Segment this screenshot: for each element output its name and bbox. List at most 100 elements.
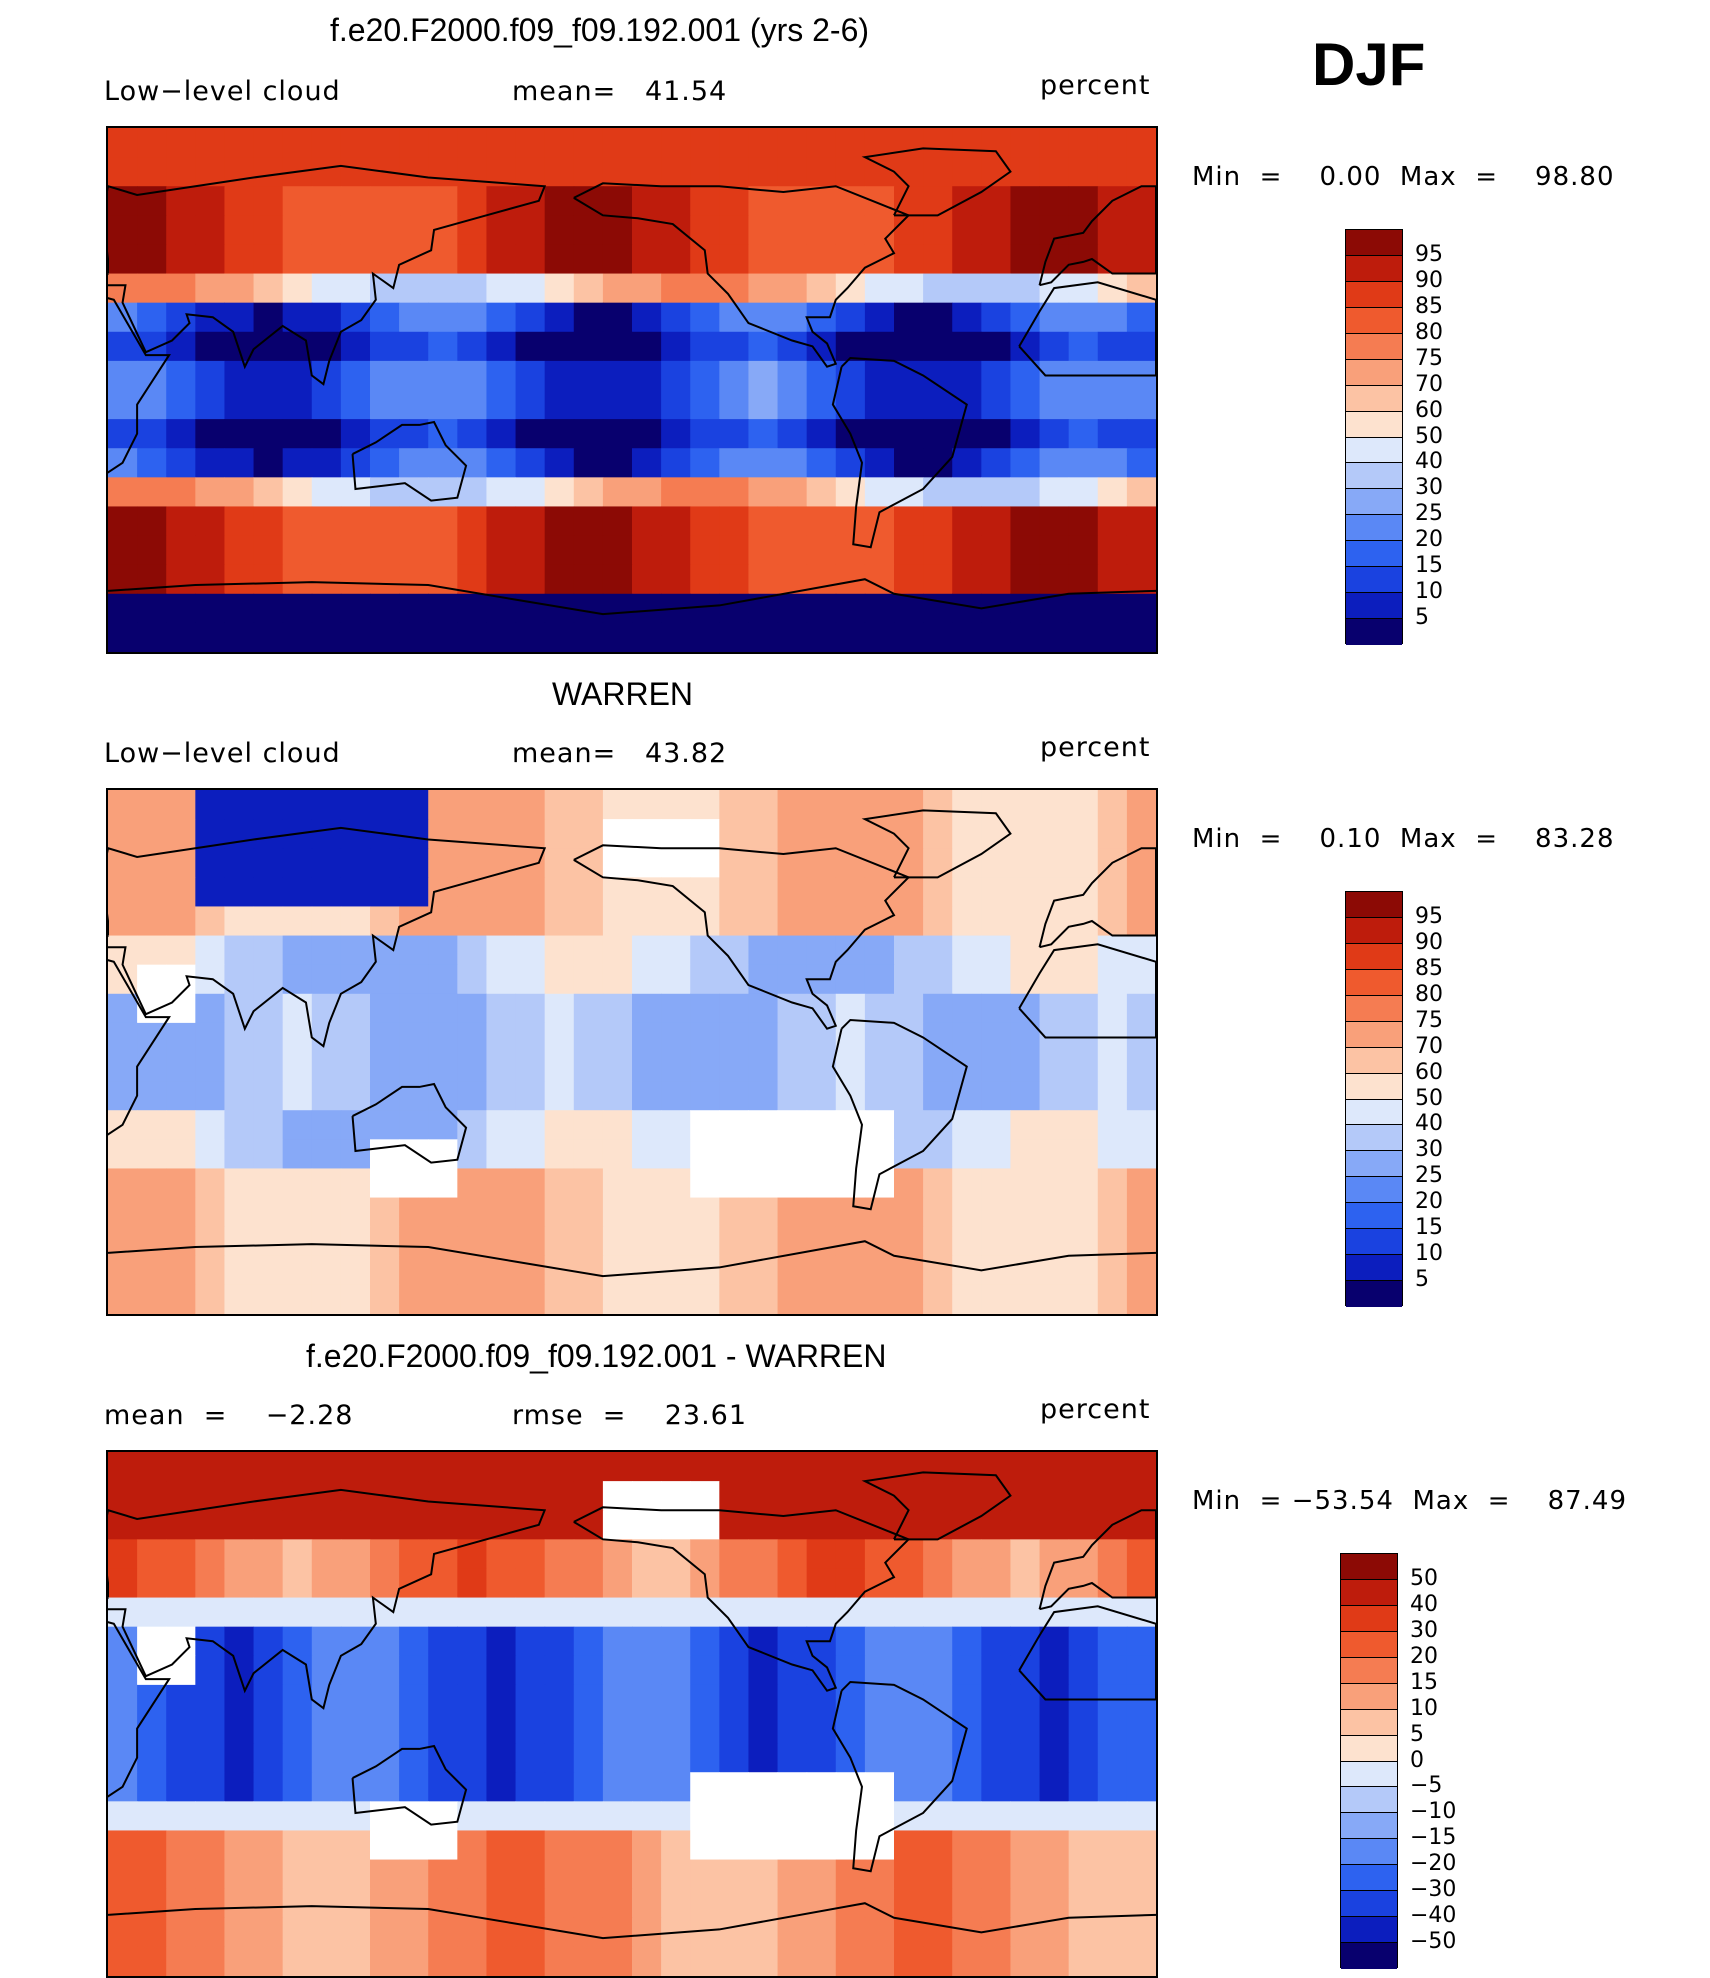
colorbar-swatch — [1346, 1073, 1402, 1100]
colorbar-swatch — [1346, 1151, 1402, 1178]
colorbar-tick-label: −10 — [1410, 1799, 1457, 1825]
colorbar-swatch — [1346, 463, 1402, 490]
colorbar-swatch — [1346, 1047, 1402, 1074]
colorbar-swatch — [1346, 281, 1402, 308]
colorbar-swatch — [1346, 1177, 1402, 1204]
colorbar-tick-label: −50 — [1410, 1929, 1457, 1955]
colorbar-tick-label: 25 — [1415, 501, 1443, 527]
colorbar-swatch — [1341, 1839, 1397, 1866]
colorbar-tick-label: −5 — [1410, 1773, 1443, 1799]
colorbar-tick-label: 40 — [1410, 1591, 1438, 1617]
colorbar-swatch — [1346, 969, 1402, 996]
colorbar-swatch — [1341, 1709, 1397, 1736]
colorbar-swatch — [1346, 1281, 1402, 1307]
colorbar-swatch — [1346, 943, 1402, 970]
colorbar-tick-label: 85 — [1415, 955, 1443, 981]
colorbar-tick-label: 50 — [1415, 1085, 1443, 1111]
map-field — [108, 128, 1156, 652]
colorbar-tick-label: 40 — [1415, 1111, 1443, 1137]
colorbar-tick-label: 25 — [1415, 1163, 1443, 1189]
colorbar-swatch — [1346, 1203, 1402, 1230]
panel1-colorbar — [1345, 229, 1403, 645]
colorbar-tick-label: 10 — [1415, 579, 1443, 605]
colorbar-tick-label: 20 — [1410, 1643, 1438, 1669]
panel2-map — [106, 788, 1158, 1316]
colorbar-swatch — [1346, 1021, 1402, 1048]
colorbar-swatch — [1346, 411, 1402, 438]
colorbar-swatch — [1346, 359, 1402, 386]
panel1-title: f.e20.F2000.f09_f09.192.001 (yrs 2-6) — [330, 12, 870, 48]
colorbar-tick-label: 50 — [1410, 1565, 1438, 1591]
colorbar-swatch — [1346, 1255, 1402, 1282]
colorbar-tick-label: 70 — [1415, 371, 1443, 397]
coastline — [108, 959, 171, 1136]
colorbar-swatch — [1346, 1099, 1402, 1126]
colorbar-tick-label: 10 — [1410, 1695, 1438, 1721]
colorbar-swatch — [1341, 1865, 1397, 1892]
colorbar-tick-label: 15 — [1410, 1669, 1438, 1695]
coastline — [1018, 1605, 1156, 1701]
colorbar-swatch — [1346, 437, 1402, 464]
colorbar-tick-label: 75 — [1415, 345, 1443, 371]
coastline — [573, 182, 911, 368]
colorbar-tick-label: 10 — [1415, 1241, 1443, 1267]
coastline — [1038, 847, 1156, 949]
colorbar-tick-label: 80 — [1415, 981, 1443, 1007]
colorbar-swatch — [1346, 515, 1402, 542]
colorbar-tick-label: 0 — [1410, 1747, 1424, 1773]
colorbar-tick-label: 90 — [1415, 267, 1443, 293]
coastline — [831, 1680, 968, 1873]
colorbar-tick-label: 95 — [1415, 903, 1443, 929]
panel3-units-label: percent — [1040, 1394, 1151, 1425]
colorbar-swatch — [1346, 1125, 1402, 1152]
colorbar-swatch — [1341, 1631, 1397, 1658]
colorbar-tick-label: 20 — [1415, 1189, 1443, 1215]
colorbar-tick-label: 5 — [1415, 605, 1429, 631]
panel2-colorbar — [1345, 891, 1403, 1307]
colorbar-swatch — [1341, 1943, 1397, 1969]
colorbar-swatch — [1341, 1554, 1397, 1580]
colorbar-tick-label: 90 — [1415, 929, 1443, 955]
coastline — [573, 844, 911, 1030]
coastline — [351, 420, 468, 502]
colorbar-swatch — [1346, 255, 1402, 282]
colorbar-swatch — [1346, 995, 1402, 1022]
panel2-min-max: Min = 0.10 Max = 83.28 — [1192, 824, 1615, 854]
coastline — [861, 1471, 1012, 1541]
colorbar-swatch — [1341, 1917, 1397, 1944]
panel1-units-label: percent — [1040, 70, 1151, 101]
colorbar-tick-label: −40 — [1410, 1903, 1457, 1929]
panel2-units-label: percent — [1040, 732, 1151, 763]
colorbar-tick-label: 20 — [1415, 527, 1443, 553]
colorbar-tick-label: 80 — [1415, 319, 1443, 345]
colorbar-tick-label: −15 — [1410, 1825, 1457, 1851]
panel1-mean-label: mean= 41.54 — [512, 76, 728, 107]
panel3-min-max: Min = −53.54 Max = 87.49 — [1192, 1486, 1628, 1516]
coastline — [1018, 281, 1156, 377]
panel2-mean-label: mean= 43.82 — [512, 738, 728, 769]
panel2-title: WARREN — [552, 676, 694, 712]
coastline — [108, 578, 1156, 616]
coastline — [861, 147, 1012, 217]
colorbar-tick-label: 95 — [1415, 241, 1443, 267]
colorbar-swatch — [1346, 333, 1402, 360]
season-label: DJF — [1312, 31, 1426, 98]
coastline — [108, 1621, 171, 1798]
colorbar-swatch — [1346, 489, 1402, 516]
colorbar-tick-label: 40 — [1415, 449, 1443, 475]
colorbar-tick-label: 5 — [1415, 1267, 1429, 1293]
colorbar-swatch — [1346, 892, 1402, 918]
panel3-rmse-label: rmse = 23.61 — [512, 1400, 748, 1431]
colorbar-swatch — [1346, 541, 1402, 568]
colorbar-swatch — [1346, 619, 1402, 645]
panel1-min-max: Min = 0.00 Max = 98.80 — [1192, 162, 1615, 192]
colorbar-tick-label: 60 — [1415, 1059, 1443, 1085]
panel2-variable-label: Low−level cloud — [104, 738, 341, 769]
colorbar-tick-label: 15 — [1415, 553, 1443, 579]
coastline — [861, 809, 1012, 879]
colorbar-tick-label: 5 — [1410, 1721, 1424, 1747]
coastline — [351, 1082, 468, 1164]
coastline — [1038, 1509, 1156, 1611]
colorbar-tick-label: 30 — [1415, 475, 1443, 501]
colorbar-tick-label: 70 — [1415, 1033, 1443, 1059]
